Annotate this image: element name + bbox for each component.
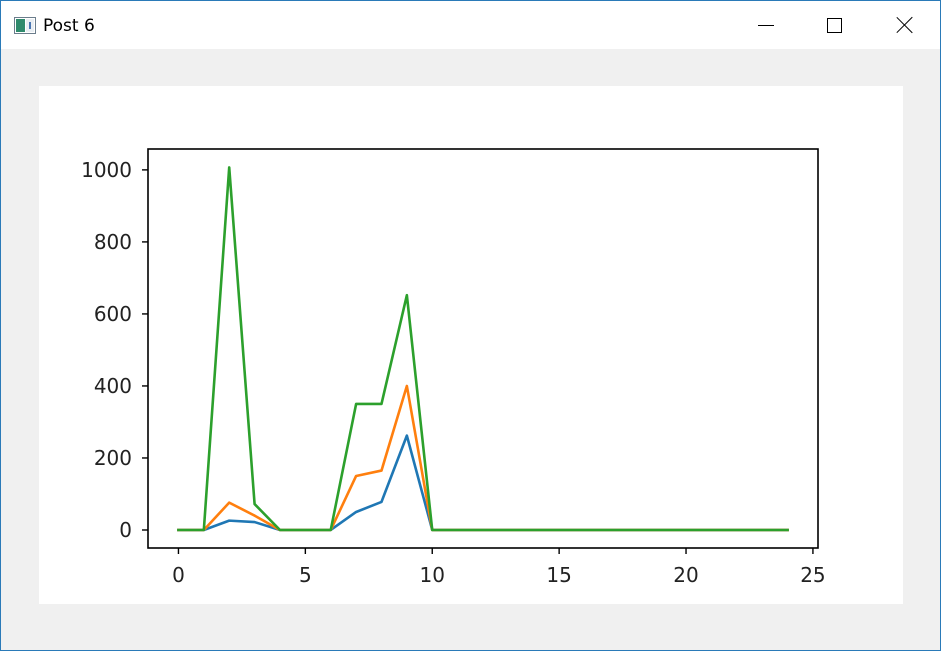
app-figure-icon[interactable] <box>14 17 36 34</box>
y-tick-label-1000: 1000 <box>81 158 132 182</box>
window-title: Post 6 <box>43 16 95 36</box>
y-tick-label-0: 0 <box>119 518 132 542</box>
x-tick-label-0: 0 <box>172 563 185 587</box>
minimize-icon <box>758 24 774 26</box>
line-chart: 0 5 10 15 20 25 0 200 400 600 800 1000 <box>81 148 826 587</box>
figure-canvas: 0 5 10 15 20 25 0 200 400 600 800 1000 <box>39 86 903 604</box>
series-line-3 <box>177 166 789 532</box>
x-tick-label-10: 10 <box>420 563 445 587</box>
close-icon <box>896 16 914 34</box>
y-tick-label-400: 400 <box>94 374 132 398</box>
x-tick-label-5: 5 <box>299 563 312 587</box>
axes-frame <box>147 148 819 549</box>
close-button[interactable] <box>871 1 939 49</box>
maximize-button[interactable] <box>800 1 868 49</box>
y-tick-label-800: 800 <box>94 230 132 254</box>
title-bar[interactable]: Post 6 <box>1 1 940 49</box>
minimize-button[interactable] <box>732 1 800 49</box>
y-tick-label-600: 600 <box>94 302 132 326</box>
x-tick-label-15: 15 <box>546 563 571 587</box>
x-tick-label-20: 20 <box>673 563 698 587</box>
series-line-1 <box>177 434 789 532</box>
y-tick-label-200: 200 <box>94 446 132 470</box>
x-tick-label-25: 25 <box>800 563 825 587</box>
series-line-2 <box>177 384 789 532</box>
maximize-icon <box>826 17 842 33</box>
